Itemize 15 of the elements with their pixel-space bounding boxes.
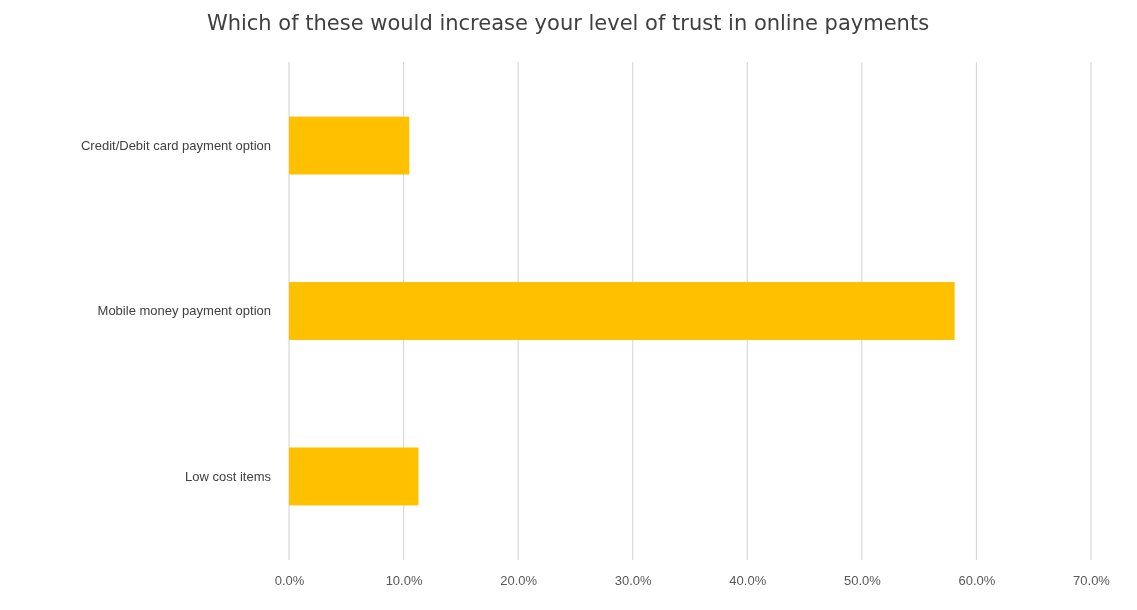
x-tick-label: 40.0% [729, 572, 767, 588]
x-tick-label: 10.0% [385, 572, 423, 588]
bar [289, 116, 410, 175]
x-tick-label: 50.0% [843, 572, 882, 588]
x-tick-label: 0.0% [274, 572, 305, 588]
x-tick-label: 70.0% [1073, 572, 1111, 588]
chart-title: Which of these would increase your level of trust in online payments [206, 11, 930, 35]
x-tick-label: 20.0% [500, 572, 538, 588]
bar [289, 447, 419, 506]
x-tick-label: 30.0% [614, 572, 653, 588]
y-tick-label: Low cost items [185, 468, 272, 484]
y-tick-label: Mobile money payment option [97, 303, 271, 319]
y-tick-label: Credit/Debit card payment option [80, 137, 271, 153]
x-tick-label: 60.0% [958, 572, 996, 588]
bar [289, 282, 955, 340]
